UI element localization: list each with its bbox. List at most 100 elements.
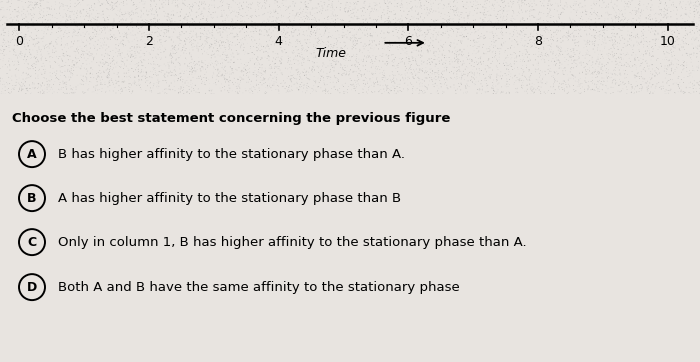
Point: [280, 38, 291, 44]
Point: [184, 90, 195, 96]
Point: [601, 3, 612, 9]
Point: [694, 82, 700, 88]
Point: [326, 42, 337, 47]
Point: [143, 12, 154, 18]
Point: [581, 61, 592, 67]
Point: [610, 68, 621, 73]
Point: [128, 69, 139, 75]
Point: [486, 49, 498, 55]
Point: [124, 89, 135, 94]
Point: [368, 29, 379, 35]
Point: [167, 54, 178, 60]
Point: [389, 23, 400, 29]
Point: [213, 39, 224, 45]
Point: [8, 22, 19, 28]
Point: [453, 61, 464, 67]
Point: [511, 39, 522, 45]
Point: [153, 30, 164, 35]
Point: [536, 22, 547, 28]
Point: [671, 35, 682, 41]
Point: [131, 4, 142, 9]
Point: [407, 71, 418, 77]
Point: [655, 7, 666, 13]
Point: [312, 39, 323, 45]
Point: [598, 0, 609, 6]
Point: [581, 71, 592, 77]
Point: [482, 89, 493, 95]
Point: [159, 61, 170, 67]
Point: [94, 46, 106, 51]
Point: [32, 41, 43, 46]
Point: [184, 50, 195, 55]
Point: [640, 25, 651, 31]
Point: [29, 85, 40, 90]
Point: [329, 73, 340, 79]
Point: [641, 22, 652, 28]
Point: [319, 82, 330, 88]
Point: [652, 36, 664, 42]
Point: [509, 26, 520, 32]
Point: [605, 38, 616, 44]
Point: [188, 87, 199, 93]
Point: [119, 33, 130, 39]
Point: [402, 11, 414, 17]
Point: [685, 8, 696, 13]
Point: [543, 63, 554, 69]
Point: [555, 2, 566, 8]
Point: [396, 2, 407, 8]
Point: [256, 62, 267, 68]
Point: [387, 52, 398, 58]
Point: [300, 47, 312, 52]
Point: [433, 75, 444, 80]
Point: [528, 62, 539, 68]
Point: [512, 41, 523, 47]
Point: [89, 32, 100, 38]
Point: [119, 60, 130, 66]
Point: [365, 26, 376, 32]
Point: [307, 63, 318, 69]
Point: [433, 39, 444, 45]
Point: [636, 84, 648, 90]
Point: [426, 91, 437, 97]
Point: [63, 6, 74, 12]
Point: [566, 61, 578, 67]
Point: [490, 49, 501, 54]
Point: [596, 42, 608, 48]
Point: [34, 46, 45, 52]
Point: [456, 52, 467, 58]
Point: [114, 49, 125, 55]
Point: [164, 51, 176, 57]
Point: [540, 81, 552, 87]
Point: [140, 44, 151, 50]
Point: [374, 70, 386, 75]
Point: [354, 16, 365, 21]
Point: [647, 72, 658, 78]
Point: [566, 65, 578, 71]
Point: [620, 43, 631, 49]
Point: [121, 74, 132, 80]
Point: [308, 44, 319, 50]
Point: [594, 33, 606, 39]
Point: [174, 54, 185, 60]
Point: [384, 41, 395, 47]
Point: [658, 20, 669, 25]
Point: [92, 14, 104, 20]
Point: [361, 58, 372, 64]
Point: [601, 51, 612, 57]
Point: [349, 34, 360, 40]
Point: [416, 80, 428, 86]
Point: [75, 2, 86, 8]
Point: [88, 14, 99, 20]
Point: [209, 38, 220, 43]
Point: [349, 6, 360, 12]
Point: [214, 70, 225, 76]
Point: [181, 21, 192, 26]
Point: [589, 43, 601, 49]
Point: [370, 68, 382, 74]
Point: [645, 68, 657, 74]
Point: [242, 51, 253, 56]
Point: [371, 2, 382, 8]
Point: [227, 30, 238, 36]
Point: [528, 7, 540, 13]
Point: [239, 66, 251, 72]
